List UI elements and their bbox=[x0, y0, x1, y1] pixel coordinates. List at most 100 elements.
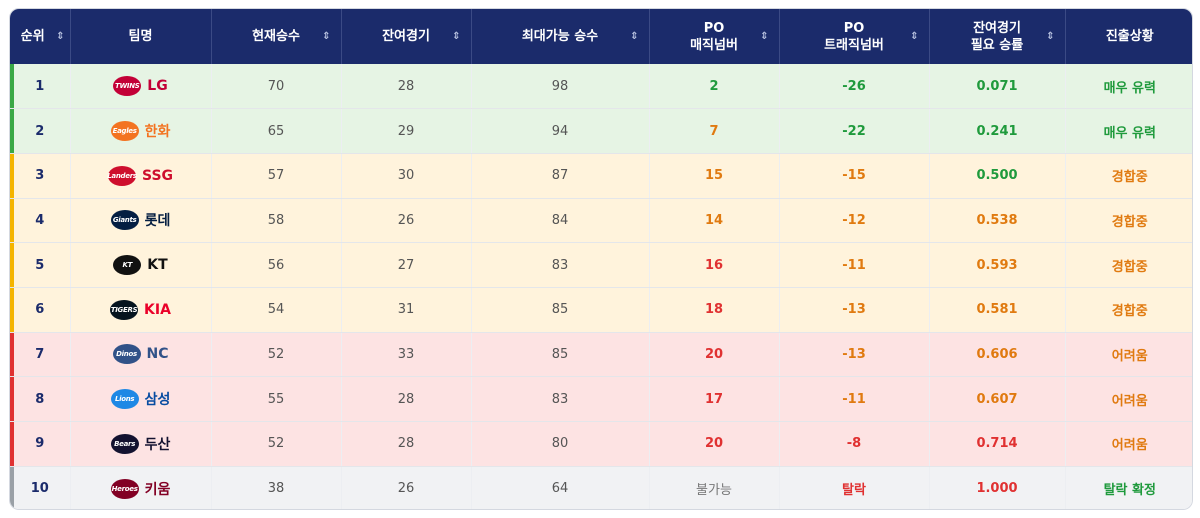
cell-magic: 17 bbox=[649, 376, 780, 422]
table-row[interactable]: 4 Giants 롯데 58 26 84 14 -12 0.538 경합중 bbox=[10, 198, 1192, 244]
cell-rank: 7 bbox=[10, 332, 71, 378]
cell-magic: 20 bbox=[649, 332, 780, 378]
column-header-text: 순위 bbox=[20, 29, 45, 44]
cell-team[interactable]: TWINS LG bbox=[70, 64, 212, 110]
sort-icon[interactable]: ⇕ bbox=[56, 30, 65, 42]
column-header-magic[interactable]: PO 매직넘버 ⇕ bbox=[649, 9, 780, 64]
sort-icon[interactable]: ⇕ bbox=[452, 30, 461, 42]
table-row[interactable]: 2 Eagles 한화 65 29 94 7 -22 0.241 매우 유력 bbox=[10, 108, 1192, 154]
column-header-maxwins[interactable]: 최대가능 승수 ⇕ bbox=[471, 9, 650, 64]
cell-magic: 16 bbox=[649, 242, 780, 288]
team-name: 삼성 bbox=[144, 392, 171, 409]
column-header-text: 트래직넘버 bbox=[824, 37, 884, 53]
column-header-label: PO 트래직넘버 bbox=[786, 20, 923, 54]
cell-team[interactable]: Lions 삼성 bbox=[70, 376, 212, 422]
rank-number: 1 bbox=[35, 78, 45, 94]
column-header-tragic[interactable]: PO 트래직넘버 ⇕ bbox=[779, 9, 930, 64]
zone-indicator-bar bbox=[10, 422, 14, 466]
cell-rank: 10 bbox=[10, 466, 71, 509]
cell-needpct: 0.606 bbox=[929, 332, 1066, 378]
cell-rank: 1 bbox=[10, 64, 71, 110]
team-link[interactable]: Eagles 한화 bbox=[71, 121, 211, 142]
column-header-label: 잔여경기 필요 승률 bbox=[936, 20, 1059, 54]
table-header-row: 순위 ⇕ 팀명 현재승수 ⇕ 잔여경기 ⇕ 최대가능 승수 ⇕ PO 매직넘버 ⇕ PO 트래직넘버 ⇕ 잔여… bbox=[10, 9, 1192, 64]
column-header-text: 매직넘버 bbox=[690, 37, 738, 53]
sort-icon[interactable]: ⇕ bbox=[630, 30, 639, 42]
cell-status: 매우 유력 bbox=[1065, 108, 1192, 154]
twins-logo-icon: TWINS bbox=[113, 76, 142, 97]
table-row[interactable]: 1 TWINS LG 70 28 98 2 -26 0.071 매우 유력 bbox=[10, 64, 1192, 110]
cell-maxwins: 94 bbox=[471, 108, 650, 154]
column-header-wins[interactable]: 현재승수 ⇕ bbox=[211, 9, 342, 64]
dinos-logo-icon: Dinos bbox=[112, 344, 141, 365]
team-link[interactable]: TWINS LG bbox=[71, 76, 211, 97]
cell-rank: 4 bbox=[10, 198, 71, 244]
cell-rank: 6 bbox=[10, 287, 71, 333]
sort-icon[interactable]: ⇕ bbox=[322, 30, 331, 42]
team-name: 롯데 bbox=[144, 213, 171, 230]
cell-needpct: 0.607 bbox=[929, 376, 1066, 422]
team-link[interactable]: Dinos NC bbox=[71, 344, 211, 365]
rank-number: 5 bbox=[35, 257, 45, 273]
cell-team[interactable]: Heroes 키움 bbox=[70, 466, 212, 509]
rank-number: 6 bbox=[35, 302, 45, 318]
team-link[interactable]: Giants 롯데 bbox=[71, 210, 211, 231]
cell-wins: 52 bbox=[211, 421, 342, 467]
zone-indicator-bar bbox=[10, 466, 14, 509]
cell-wins: 55 bbox=[211, 376, 342, 422]
cell-tragic: -11 bbox=[779, 376, 930, 422]
column-header-remaining[interactable]: 잔여경기 ⇕ bbox=[341, 9, 472, 64]
column-header-rank[interactable]: 순위 ⇕ bbox=[10, 9, 71, 64]
cell-team[interactable]: Eagles 한화 bbox=[70, 108, 212, 154]
cell-maxwins: 83 bbox=[471, 376, 650, 422]
table-row[interactable]: 10 Heroes 키움 38 26 64 불가능 탈락 1.000 탈락 확정 bbox=[10, 466, 1192, 509]
cell-team[interactable]: TIGERS KIA bbox=[70, 287, 212, 333]
cell-maxwins: 83 bbox=[471, 242, 650, 288]
cell-status: 어려움 bbox=[1065, 421, 1192, 467]
cell-tragic: -11 bbox=[779, 242, 930, 288]
sort-icon[interactable]: ⇕ bbox=[1046, 30, 1055, 42]
team-link[interactable]: TIGERS KIA bbox=[71, 299, 211, 320]
column-header-text: PO bbox=[843, 20, 865, 36]
sort-icon[interactable]: ⇕ bbox=[910, 30, 919, 42]
cell-team[interactable]: Giants 롯데 bbox=[70, 198, 212, 244]
cell-remaining: 31 bbox=[341, 287, 472, 333]
cell-team[interactable]: Bears 두산 bbox=[70, 421, 212, 467]
team-link[interactable]: Bears 두산 bbox=[71, 433, 211, 454]
column-header-label: 진출상황 bbox=[1072, 28, 1189, 45]
cell-team[interactable]: Dinos NC bbox=[70, 332, 212, 378]
cell-maxwins: 84 bbox=[471, 198, 650, 244]
column-header-label: 최대가능 승수 bbox=[478, 28, 643, 45]
column-header-needpct[interactable]: 잔여경기 필요 승률 ⇕ bbox=[929, 9, 1066, 64]
column-header-text: 최대가능 승수 bbox=[521, 29, 599, 44]
cell-wins: 56 bbox=[211, 242, 342, 288]
table-row[interactable]: 6 TIGERS KIA 54 31 85 18 -13 0.581 경합중 bbox=[10, 287, 1192, 333]
cell-wins: 65 bbox=[211, 108, 342, 154]
cell-team[interactable]: Landers SSG bbox=[70, 153, 212, 199]
table-row[interactable]: 9 Bears 두산 52 28 80 20 -8 0.714 어려움 bbox=[10, 421, 1192, 467]
cell-remaining: 26 bbox=[341, 466, 472, 509]
zone-indicator-bar bbox=[10, 377, 14, 421]
cell-rank: 9 bbox=[10, 421, 71, 467]
cell-maxwins: 98 bbox=[471, 64, 650, 110]
cell-status: 경합중 bbox=[1065, 153, 1192, 199]
team-link[interactable]: KT KT bbox=[71, 255, 211, 276]
team-link[interactable]: Landers SSG bbox=[71, 165, 211, 186]
cell-team[interactable]: KT KT bbox=[70, 242, 212, 288]
team-name: SSG bbox=[141, 167, 174, 184]
table-row[interactable]: 5 KT KT 56 27 83 16 -11 0.593 경합중 bbox=[10, 242, 1192, 288]
cell-needpct: 0.714 bbox=[929, 421, 1066, 467]
table-row[interactable]: 3 Landers SSG 57 30 87 15 -15 0.500 경합중 bbox=[10, 153, 1192, 199]
team-name: LG bbox=[147, 78, 168, 95]
zone-indicator-bar bbox=[10, 153, 14, 198]
team-link[interactable]: Lions 삼성 bbox=[71, 389, 211, 410]
column-header-text: PO bbox=[703, 20, 725, 36]
team-link[interactable]: Heroes 키움 bbox=[71, 478, 211, 499]
rank-number: 2 bbox=[35, 123, 45, 139]
table-row[interactable]: 8 Lions 삼성 55 28 83 17 -11 0.607 어려움 bbox=[10, 376, 1192, 422]
cell-magic: 20 bbox=[649, 421, 780, 467]
sort-icon[interactable]: ⇕ bbox=[760, 30, 769, 42]
kt-wiz-logo-icon: KT bbox=[113, 255, 142, 276]
table-row[interactable]: 7 Dinos NC 52 33 85 20 -13 0.606 어려움 bbox=[10, 332, 1192, 378]
column-header-text: 팀명 bbox=[128, 29, 153, 44]
